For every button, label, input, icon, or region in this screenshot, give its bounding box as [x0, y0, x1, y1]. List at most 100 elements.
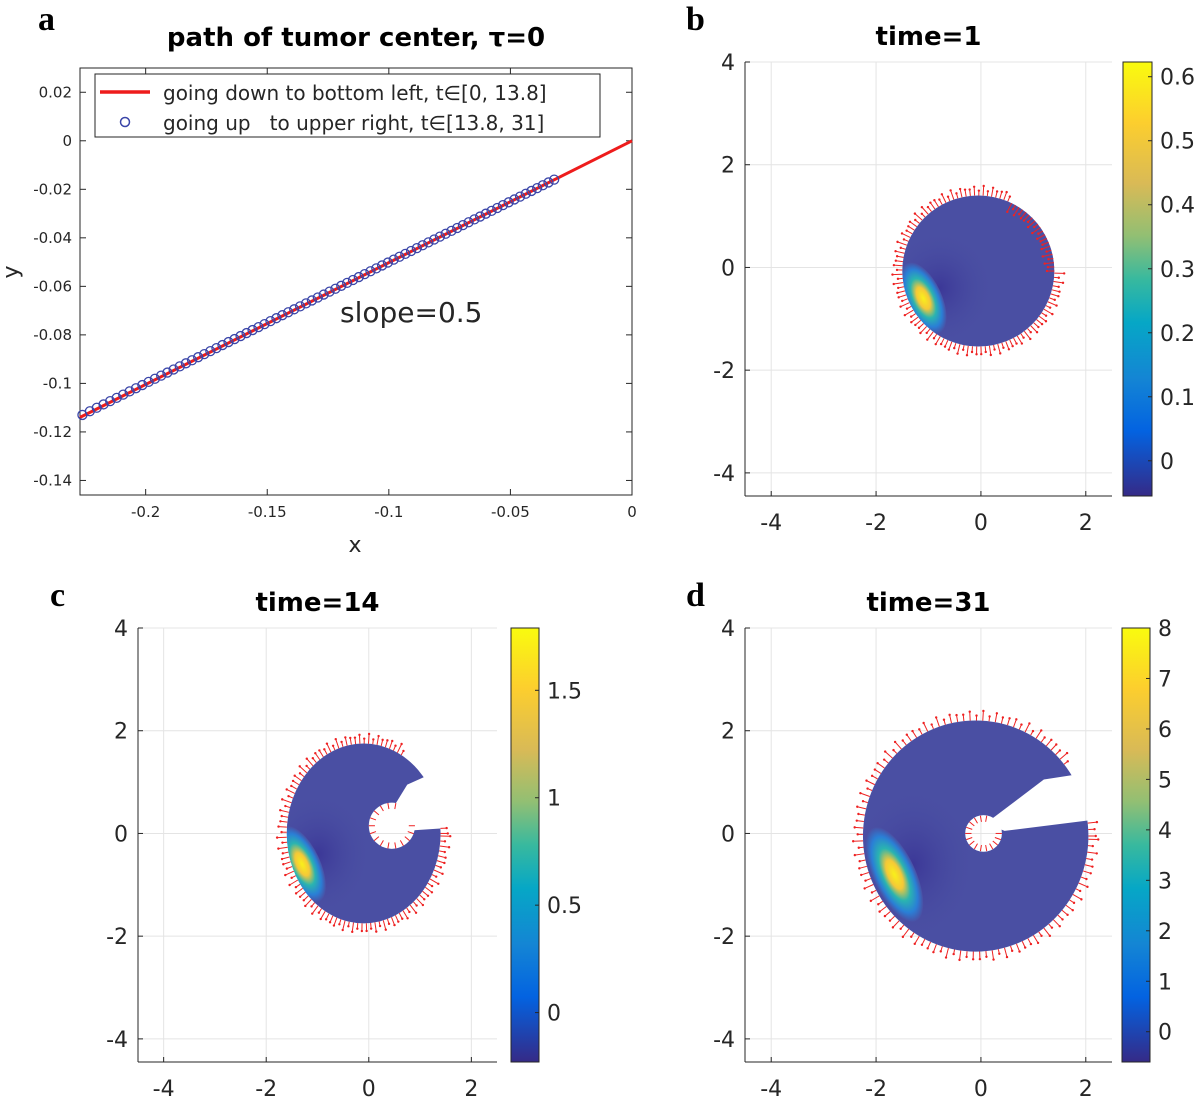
velocity-arrow	[1078, 882, 1088, 888]
arrow-head	[965, 955, 968, 959]
arrow-head	[920, 205, 924, 209]
data-point	[91, 402, 102, 413]
velocity-arrow	[342, 920, 346, 931]
velocity-arrow	[1082, 870, 1091, 874]
data-point	[174, 361, 185, 372]
data-point	[180, 358, 192, 369]
colorbar-tick-label: 0.1	[1160, 386, 1195, 411]
velocity-arrow	[295, 887, 304, 894]
arrow-head	[1001, 716, 1005, 719]
velocity-arrow	[306, 758, 314, 767]
x-tick-label: -4	[760, 511, 782, 536]
arrow-head	[958, 958, 961, 962]
arrow-head	[1095, 852, 1098, 855]
x-tick-label: 2	[464, 1077, 478, 1100]
arrow-head	[860, 873, 863, 877]
velocity-arrow	[877, 762, 885, 769]
velocity-arrow	[387, 802, 390, 810]
velocity-arrow	[278, 826, 287, 828]
data-point	[241, 327, 252, 339]
arrow-head	[291, 779, 295, 783]
arrow-head	[905, 733, 909, 736]
arrow-head	[1037, 232, 1040, 235]
arrow-head	[952, 952, 955, 956]
arrow-head	[925, 331, 928, 335]
data-point	[168, 364, 179, 375]
arrow-head	[338, 923, 341, 926]
arrow-head	[1040, 322, 1044, 326]
arrow-head	[934, 716, 938, 719]
velocity-arrow	[396, 743, 403, 753]
arrow-head	[977, 189, 981, 192]
arrow-head	[982, 709, 985, 713]
velocity-arrow	[1072, 894, 1082, 900]
arrow-head	[986, 190, 990, 193]
data-point	[336, 280, 347, 291]
colorbar-tick-label: 0.4	[1160, 194, 1195, 219]
x-tick-label: 2	[1079, 1077, 1093, 1100]
velocity-arrow	[950, 190, 955, 200]
velocity-arrow	[969, 840, 975, 846]
data-point	[382, 257, 394, 268]
y-tick-label: 2	[721, 720, 735, 745]
arrow-head	[324, 918, 328, 921]
arrow-head	[1062, 272, 1066, 275]
arrow-head	[290, 876, 293, 880]
data-point	[457, 219, 469, 231]
arrow-head	[1041, 255, 1044, 258]
arrow-head	[1020, 342, 1024, 345]
arrow-head	[1090, 858, 1094, 861]
arrow-head	[288, 883, 291, 887]
arrow-head	[367, 732, 371, 736]
arrow-head	[280, 857, 284, 861]
velocity-arrow	[281, 856, 290, 860]
velocity-arrow	[994, 837, 1001, 841]
arrow-head	[280, 830, 283, 834]
arrow-head	[878, 910, 881, 913]
arrow-head	[1006, 210, 1009, 214]
data-point	[469, 214, 480, 225]
arrow-head	[401, 917, 404, 920]
arrow-head	[940, 193, 944, 196]
arrow-head	[323, 748, 326, 751]
arrow-head	[1048, 934, 1052, 938]
arrow-head	[1011, 207, 1015, 211]
high-density-region	[899, 262, 947, 335]
arrow-head	[899, 927, 902, 930]
x-tick-label: 0	[627, 503, 637, 521]
arrow-head	[1050, 738, 1053, 742]
velocity-arrow	[920, 326, 928, 334]
arrow-head	[1040, 934, 1043, 938]
data-point	[300, 298, 312, 309]
data-point	[247, 324, 258, 336]
velocity-arrow	[1016, 335, 1023, 344]
arrow-head	[1026, 220, 1030, 224]
arrow-head	[1007, 348, 1011, 351]
panel-a: a path of tumor center, τ=0 -0.2 -0.15 -0.1 -…	[0, 1, 637, 558]
arrow-head	[995, 190, 999, 193]
arrow-head	[955, 713, 958, 717]
velocity-arrow	[893, 264, 903, 267]
data-point	[417, 240, 428, 251]
velocity-arrow	[935, 336, 941, 345]
y-tick-label: -0.02	[33, 180, 72, 198]
arrow-head	[408, 910, 411, 914]
arrow-head	[877, 903, 880, 906]
colorbar-tick-label: 1	[1158, 970, 1172, 995]
arrow-head	[1066, 760, 1069, 763]
panel-label-a: a	[38, 1, 55, 38]
arrow-head	[1002, 346, 1005, 349]
colorbar	[1121, 627, 1151, 1063]
arrow-head	[430, 891, 434, 894]
arrow-head	[277, 825, 280, 828]
data-point	[347, 274, 359, 286]
arrow-head	[1018, 950, 1021, 953]
arrow-head	[913, 942, 916, 946]
arrow-head	[930, 723, 933, 726]
arrow-head	[914, 218, 917, 222]
arrow-head	[1000, 190, 1004, 193]
y-tick-label: -2	[713, 925, 735, 950]
arrow-head	[1085, 877, 1088, 881]
data-point	[259, 318, 270, 330]
